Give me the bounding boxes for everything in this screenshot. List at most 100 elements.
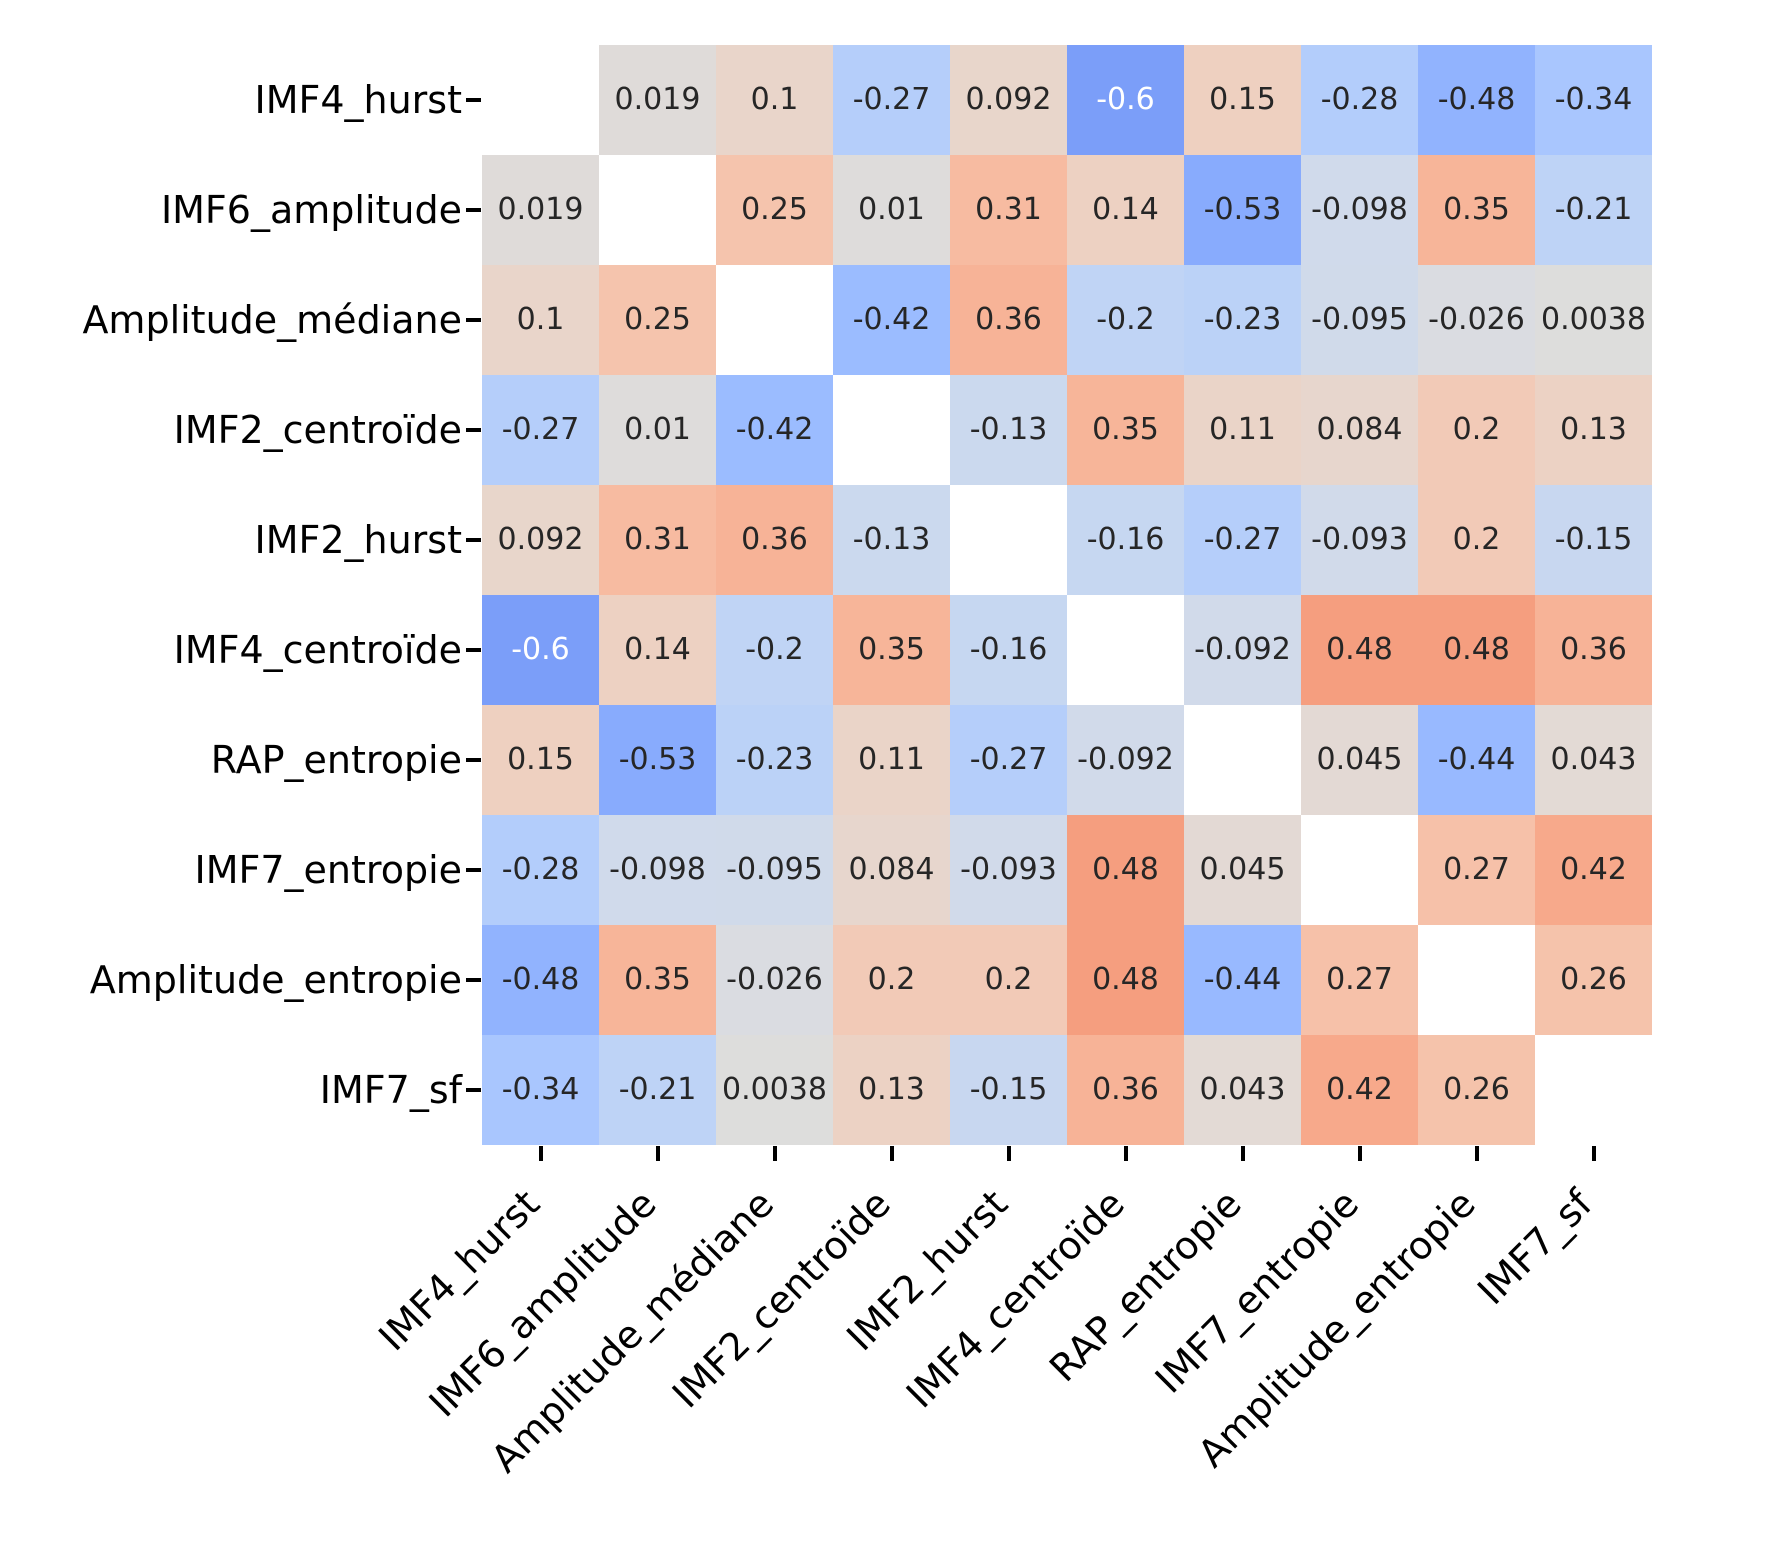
heatmap-cell: -0.026 [1418,265,1535,375]
heatmap-cell [1184,705,1301,815]
x-tick-mark [538,1146,543,1161]
heatmap-cell: 0.25 [716,155,833,265]
heatmap-cell [716,265,833,375]
heatmap-cell: 0.2 [1418,485,1535,595]
heatmap-cell: -0.15 [950,1035,1067,1145]
heatmap-cell: -0.13 [950,375,1067,485]
heatmap-cell: 0.48 [1301,595,1418,705]
heatmap-cell: 0.42 [1535,815,1652,925]
x-tick-mark [1474,1146,1479,1161]
heatmap-cell: 0.11 [1184,375,1301,485]
heatmap-cell: 0.0038 [1535,265,1652,375]
heatmap-cell: 0.25 [599,265,716,375]
heatmap-cell: 0.36 [716,485,833,595]
heatmap-cell: -0.27 [482,375,599,485]
heatmap-cell: 0.1 [482,265,599,375]
heatmap-cell: -0.095 [716,815,833,925]
x-tick-mark [772,1146,777,1161]
heatmap-cell: -0.098 [1301,155,1418,265]
heatmap-cell: -0.16 [950,595,1067,705]
heatmap-cell [1418,925,1535,1035]
heatmap-cell: 0.14 [599,595,716,705]
y-axis-label: IMF7_sf [319,1068,462,1112]
heatmap-grid: 0.019 0.1 -0.27 0.092 -0.6 0.15 -0.28 -0.48 -0.3… [482,45,1652,1145]
heatmap-cell: 0.045 [1184,815,1301,925]
y-tick-mark [466,318,481,322]
heatmap-cell: -0.34 [482,1035,599,1145]
heatmap-cell: -0.27 [833,45,950,155]
heatmap-cell: -0.093 [950,815,1067,925]
x-tick-mark [1591,1146,1596,1161]
heatmap-cell: 0.26 [1418,1035,1535,1145]
y-tick-mark [466,208,481,212]
heatmap-cell: -0.48 [482,925,599,1035]
heatmap-cell: -0.27 [1184,485,1301,595]
heatmap-cell: 0.27 [1418,815,1535,925]
y-tick-mark [466,98,481,102]
x-tick-mark [1240,1146,1245,1161]
y-axis-label: IMF4_hurst [254,78,462,122]
heatmap-cell: -0.6 [1067,45,1184,155]
x-tick-mark [1357,1146,1362,1161]
heatmap-cell: 0.35 [833,595,950,705]
heatmap-cell: 0.31 [599,485,716,595]
x-axis-label-anchor: IMF7_sf [1066,1175,1601,1313]
heatmap-cell: 0.35 [599,925,716,1035]
heatmap-cell: 0.36 [1535,595,1652,705]
y-axis-label: IMF2_centroïde [173,408,462,452]
heatmap-cell: 0.48 [1067,925,1184,1035]
heatmap-cell: -0.16 [1067,485,1184,595]
heatmap-cell: 0.084 [833,815,950,925]
heatmap-cell: 0.31 [950,155,1067,265]
heatmap-cell: -0.48 [1418,45,1535,155]
heatmap-cell: 0.35 [1067,375,1184,485]
heatmap-cell [1301,815,1418,925]
heatmap-cell [599,155,716,265]
heatmap-cell: -0.23 [1184,265,1301,375]
heatmap-cell: 0.2 [833,925,950,1035]
heatmap-cell: 0.27 [1301,925,1418,1035]
x-tick-mark [1123,1146,1128,1161]
heatmap-cell: -0.098 [599,815,716,925]
x-axis-label: IMF7_sf [1469,1181,1602,1314]
heatmap-cell: -0.53 [1184,155,1301,265]
heatmap-cell: 0.13 [833,1035,950,1145]
heatmap-cell [950,485,1067,595]
heatmap-cell: -0.42 [716,375,833,485]
heatmap-cell: 0.36 [1067,1035,1184,1145]
heatmap-cell: -0.2 [716,595,833,705]
heatmap-cell: -0.21 [599,1035,716,1145]
heatmap-cell: -0.13 [833,485,950,595]
heatmap-cell: 0.019 [599,45,716,155]
heatmap-cell: -0.093 [1301,485,1418,595]
heatmap-cell: -0.2 [1067,265,1184,375]
heatmap-cell: 0.2 [1418,375,1535,485]
heatmap-cell: 0.0038 [716,1035,833,1145]
heatmap-cell: 0.092 [950,45,1067,155]
y-axis-label: RAP_entropie [210,738,462,782]
heatmap-cell [833,375,950,485]
y-axis-label: IMF6_amplitude [160,188,462,232]
x-tick-mark [1006,1146,1011,1161]
heatmap-cell: -0.44 [1184,925,1301,1035]
heatmap-cell: -0.44 [1418,705,1535,815]
heatmap-cell: 0.42 [1301,1035,1418,1145]
y-tick-mark [466,978,481,982]
heatmap-cell: -0.28 [482,815,599,925]
heatmap-cell: -0.15 [1535,485,1652,595]
heatmap-cell [1535,1035,1652,1145]
heatmap-cell: -0.28 [1301,45,1418,155]
y-tick-mark [466,1088,481,1092]
heatmap-cell: 0.043 [1184,1035,1301,1145]
heatmap-cell: 0.11 [833,705,950,815]
heatmap-cell [1067,595,1184,705]
x-tick-mark [655,1146,660,1161]
heatmap-cell: 0.01 [833,155,950,265]
y-axis-label: Amplitude_entropie [89,958,462,1002]
y-axis-label: IMF2_hurst [254,518,462,562]
heatmap-cell: -0.21 [1535,155,1652,265]
heatmap-cell: 0.48 [1418,595,1535,705]
y-tick-mark [466,868,481,872]
heatmap-cell: -0.27 [950,705,1067,815]
